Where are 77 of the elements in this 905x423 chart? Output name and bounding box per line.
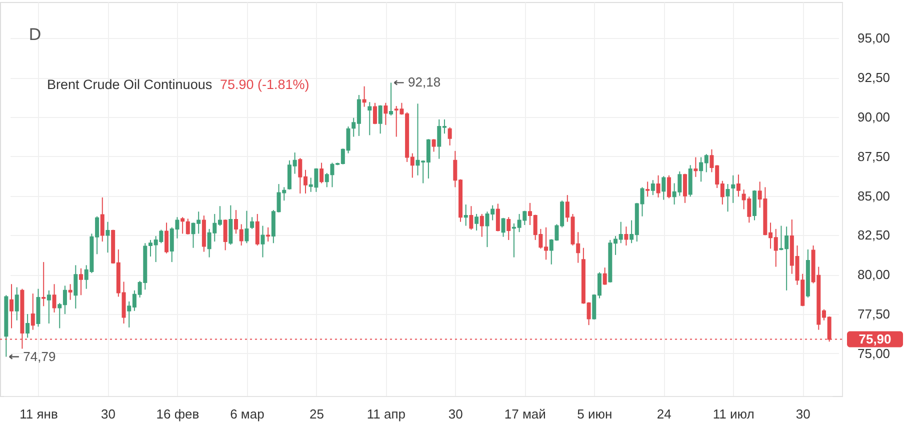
candlestick [650,180,655,196]
candlestick [389,82,394,116]
y-tick-label: 80,00 [858,267,890,282]
candlestick [164,222,169,254]
ref-line-label: 75,90 [858,331,892,346]
y-tick-label: 95,00 [858,30,890,46]
candlestick [662,176,666,200]
candlestick [432,138,436,152]
x-tick-label: 11 апр [366,406,406,422]
x-tick-label: 30 [100,406,116,422]
x-tick-label: 16 фев [156,406,200,422]
candlestick [68,284,72,300]
x-tick-label: 30 [448,406,463,422]
candlestick [480,213,484,238]
candlestick [506,216,511,240]
x-tick-label: 25 [309,406,324,422]
x-tick-label: 5 июн [577,406,612,422]
candlestick [496,203,500,232]
y-tick-label: 82,50 [858,228,890,243]
annotation: 92,18 [408,74,441,90]
candlestick [52,284,56,313]
candlestick [30,293,35,330]
candlestick [469,206,474,230]
candlestick [372,102,377,125]
candlestick [736,174,740,198]
candlestick [223,218,228,251]
candlestick [624,226,628,246]
annotation: 74,79 [23,348,56,364]
candlestick [42,262,46,307]
candlestick [244,210,249,244]
candlestick [180,216,185,234]
text: Brent Crude Oil Continuous [47,77,212,92]
candlestick [602,267,607,286]
candlestick [266,226,270,242]
candlestick [362,86,366,108]
candlestick [100,196,104,242]
candlestick [186,218,190,235]
x-tick-label: 17 май [504,406,546,422]
annotation: D [28,25,42,44]
y-tick-label: 92,50 [858,70,890,86]
x-tick-label: 24 [656,406,672,422]
candlestick [501,217,506,238]
candlestick [10,284,14,329]
candlestick [731,174,736,204]
candlestick [46,290,51,324]
y-tick-label: 87,50 [858,148,890,164]
candlestick [26,314,30,338]
x-tick-label: 30 [796,406,810,422]
candlestick [228,204,233,246]
candlestick [656,174,660,198]
x-tick-label: 6 мар [230,406,264,422]
y-tick-label: 75,00 [858,346,890,361]
candlestick [646,181,650,198]
candlestick [260,225,265,258]
candlestick [106,221,110,254]
y-tick-label: 85,00 [858,188,890,204]
candlestick [320,162,324,184]
x-tick-label: 11 янв [20,406,58,422]
candlestick [384,102,388,126]
y-tick-label: 90,00 [858,110,890,125]
x-tick-label: 11 июл [712,406,754,422]
candlestick [368,102,372,136]
candlestick [74,264,78,310]
candlestick [79,268,84,296]
text: 75.90 (-1.81%) [220,77,310,92]
candlestick [694,156,698,178]
candlestick [474,213,479,232]
candlestick [464,204,468,226]
candlestick [666,174,671,199]
candlestick [683,173,688,204]
candlestick [255,213,260,246]
candlestick [726,184,730,212]
candlestick [448,126,452,146]
candlestick [14,286,19,321]
y-tick-label: 77,50 [858,306,890,322]
candlestick [378,104,382,134]
candlestick [250,216,254,230]
